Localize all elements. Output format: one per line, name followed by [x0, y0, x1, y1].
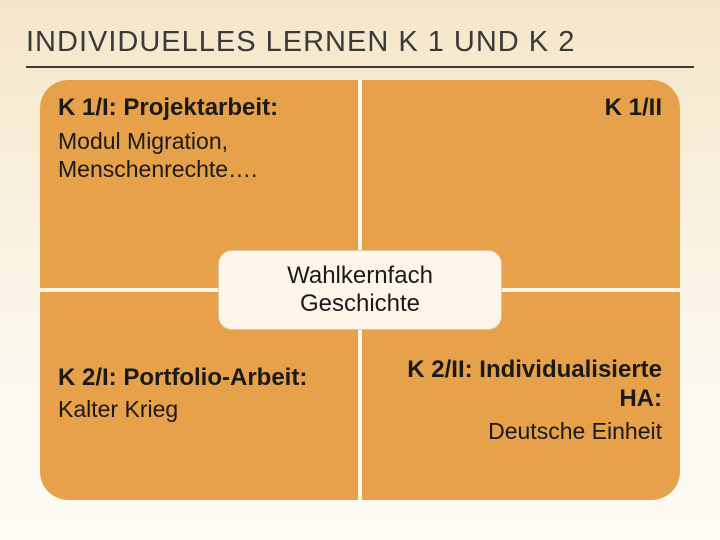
- title-underline: [26, 66, 694, 68]
- quadrant-k2-i-body: Kalter Krieg: [58, 396, 342, 423]
- quadrant-k1-i-heading: K 1/I: Projektarbeit:: [58, 94, 342, 122]
- quadrant-k2-i-heading: K 2/I: Portfolio-Arbeit:: [58, 364, 342, 392]
- center-label: Wahlkernfach Geschichte: [231, 262, 489, 317]
- quadrant-k2-ii-body: Deutsche Einheit: [378, 418, 662, 445]
- quadrant-k1-i-body: Modul Migration, Menschenrechte….: [58, 128, 342, 183]
- center-label-box: Wahlkernfach Geschichte: [218, 250, 502, 330]
- quadrant-k2-ii-heading: K 2/II: Individualisierte HA:: [378, 356, 662, 414]
- page-title: INDIVIDUELLES LERNEN K 1 UND K 2: [26, 26, 575, 59]
- quadrant-k1-ii-heading: K 1/II: [378, 94, 662, 122]
